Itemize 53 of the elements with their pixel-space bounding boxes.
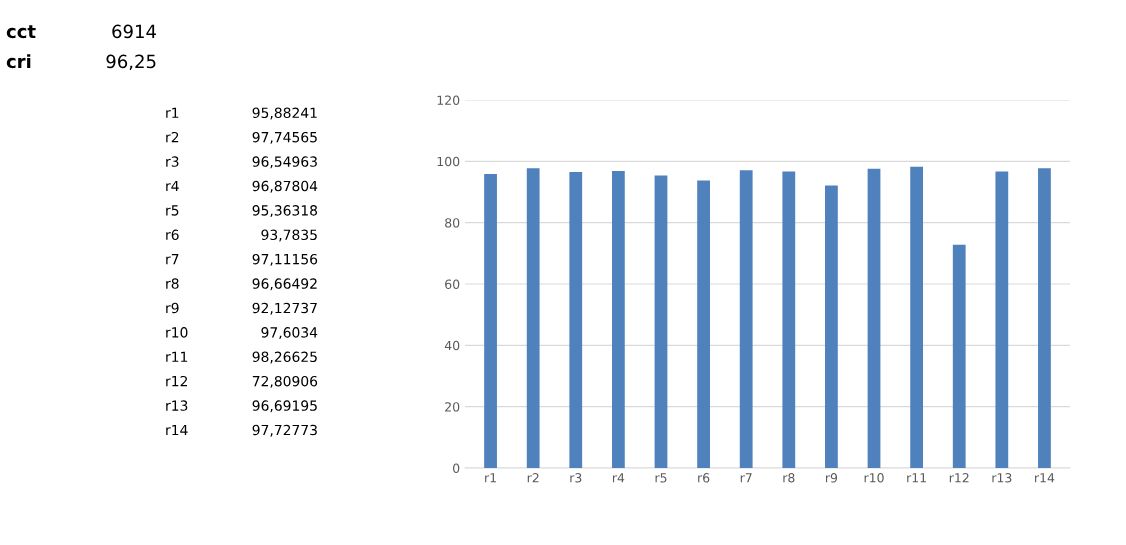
x-tick-label: r12 (949, 473, 969, 483)
text: 95,36318 (252, 205, 318, 218)
x-tick-label: r9 (826, 473, 838, 483)
text: 97,6034 (261, 327, 318, 340)
x-tick-label: r5 (655, 473, 667, 483)
x-tick-label: r1 (485, 473, 496, 483)
text: 92,12737 (252, 302, 317, 315)
text: 72,80906 (252, 375, 318, 388)
text: 96,87804 (252, 180, 318, 193)
text: 96,25 (106, 54, 156, 71)
text: 98,26625 (252, 351, 317, 364)
category-label: r14 (166, 424, 188, 436)
category-label: r1 (166, 107, 179, 118)
text: 96,66492 (252, 278, 317, 291)
x-tick-label: r3 (570, 473, 582, 483)
category-label: r10 (166, 327, 188, 338)
text: cct (6, 25, 36, 39)
y-tick-label: 60 (445, 279, 460, 289)
category-label: r11 (166, 351, 188, 362)
y-tick-label: 120 (437, 95, 460, 105)
y-tick-label: 80 (445, 218, 460, 228)
text: 97,11156 (252, 253, 318, 266)
x-tick-label: r13 (992, 473, 1012, 483)
category-label: r7 (166, 254, 179, 265)
category-label: r4 (166, 180, 179, 192)
text: 95,88241 (252, 107, 317, 120)
x-tick-label: r10 (864, 473, 884, 483)
text: 97,74565 (252, 131, 317, 144)
text: 93,7835 (261, 229, 317, 242)
y-tick-label: 0 (453, 463, 460, 473)
y-tick-label: 20 (445, 402, 460, 412)
text: 96,69195 (252, 400, 317, 413)
category-label: r8 (166, 278, 179, 289)
text: 96,54963 (252, 156, 317, 169)
text: 97,72773 (252, 424, 317, 437)
text: cri (6, 54, 31, 69)
category-label: r3 (166, 156, 179, 167)
y-tick-label: 40 (444, 340, 460, 351)
x-tick-label: r6 (698, 473, 710, 483)
category-label: r13 (166, 400, 188, 411)
y-tick-label: 100 (437, 156, 460, 167)
x-tick-label: r7 (740, 473, 752, 483)
category-label: r2 (166, 131, 179, 143)
x-tick-label: r4 (612, 473, 625, 483)
category-label: r5 (166, 205, 179, 216)
x-tick-label: r14 (1035, 473, 1055, 483)
category-label: r12 (166, 375, 187, 387)
text: 6914 (112, 24, 156, 39)
x-tick-label: r8 (783, 473, 795, 483)
category-label: r6 (166, 229, 179, 241)
x-tick-label: r11 (907, 473, 926, 483)
category-label: r9 (166, 302, 179, 314)
x-tick-label: r2 (527, 473, 539, 483)
